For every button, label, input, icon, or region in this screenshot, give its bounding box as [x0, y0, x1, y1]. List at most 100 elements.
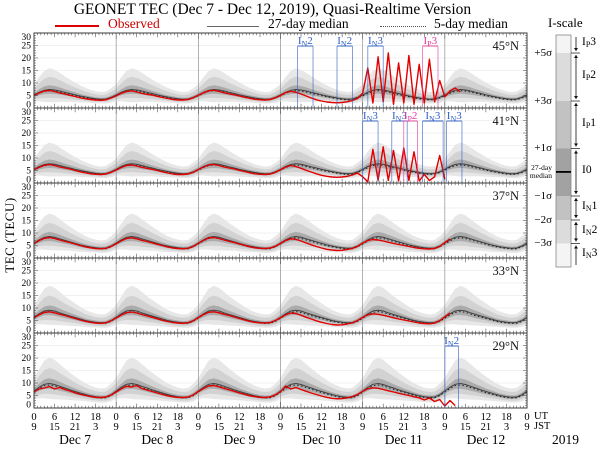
iscale-27day-median-label: 27-day median [529, 163, 552, 180]
annotation-label: IN2 [298, 35, 313, 49]
x-tick-label: 21 [316, 422, 327, 433]
iscale-region-label-I0: I0 [582, 164, 592, 177]
y-tick-label: 15 [22, 292, 32, 302]
x-tick-label: 15 [214, 422, 225, 433]
x-tick-label: 9 [360, 422, 365, 433]
y-tick-label: 5 [26, 317, 31, 327]
legend-27day-median-line-swatch [207, 26, 259, 27]
x-tick-label: 0 [31, 412, 36, 423]
observed-line [33, 146, 446, 183]
x-tick-label: 15 [378, 422, 389, 433]
x-tick-label: 9 [114, 422, 119, 433]
y-tick-label: 15 [22, 217, 32, 227]
iscale-sigma-label: +1σ [534, 142, 552, 154]
iscale-sigma-label: −2σ [534, 213, 552, 226]
x-tick-label: 12 [316, 412, 327, 423]
iscale-sigma-label: −1σ [534, 189, 552, 202]
iscale-segment [556, 35, 571, 53]
x-tick-label: 18 [501, 412, 512, 423]
x-tick-label: 6 [52, 412, 57, 423]
iscale-segment [556, 243, 571, 267]
iscale-bar-border [555, 34, 572, 268]
iscale-sigma-label: −3σ [534, 237, 552, 249]
annotation-IN3: IN3 [446, 110, 463, 182]
x-tick-label: 18 [255, 412, 266, 423]
latitude-label: 33°N [492, 264, 519, 278]
annotation-IP2: IP2 [403, 110, 418, 182]
iscale-region-label-IN1: IN1 [582, 200, 598, 213]
x-tick-label: 12 [399, 412, 410, 423]
iscale-segment [556, 220, 571, 244]
y-tick-label: 0 [26, 101, 31, 111]
iscale-region-label-IP1: IP1 [582, 116, 597, 130]
x-tick-label: 0 [442, 412, 447, 423]
x-tick-label: 3 [257, 422, 262, 433]
x-tick-label: Dec 10 [302, 432, 341, 447]
iscale-sigma-label: +5σ [534, 46, 552, 59]
annotation-label: IN3 [368, 35, 383, 49]
x-tick-label: 3 [504, 422, 509, 433]
x-tick-label: 9 [442, 422, 447, 433]
iscale-region-label-IN3: IN3 [582, 247, 598, 261]
y-tick-label: 5 [26, 167, 31, 177]
iscale-title: I-scale [548, 15, 583, 30]
y-tick-label: 10 [22, 154, 32, 164]
legend-observed-label: Observed [108, 16, 160, 31]
x-tick-label: 0 [196, 412, 201, 423]
legend-27day-median-label: 27-day median [268, 16, 349, 31]
y-tick-label: 5 [26, 92, 31, 102]
x-tick-label: 6 [134, 412, 139, 423]
iscale-segment [556, 101, 571, 149]
y-tick-label: 20 [22, 129, 32, 139]
y-tick-label: 15 [22, 367, 32, 377]
x-tick-label: 6 [463, 412, 468, 423]
y-tick-label: 0 [26, 176, 31, 186]
y-tick-label: 10 [22, 229, 32, 239]
x-tick-label: 15 [131, 422, 142, 433]
axis-ticks [33, 108, 528, 183]
x-tick-label: 12 [70, 412, 81, 423]
x-tick-label: 18 [337, 412, 348, 423]
legend-5day-median-label: 5-day median [434, 16, 508, 31]
annotation-IN2: IN2 [336, 35, 353, 107]
annotation-label: IP2 [404, 110, 418, 124]
axis-ticks [33, 258, 528, 333]
observed-line [33, 311, 451, 326]
legend-5day-median-line-swatch [380, 26, 426, 27]
x-tick-label: Dec 9 [223, 432, 255, 447]
iscale-region-label-IP3: IP3 [582, 36, 597, 49]
x-tick-label: 3 [175, 422, 180, 433]
x-tick-label: Dec 7 [59, 432, 91, 447]
x-tick-label: 18 [419, 412, 430, 423]
annotation-IN3: IN3 [362, 110, 379, 182]
y-tick-label: 25 [22, 42, 32, 52]
x-tick-label: 15 [460, 422, 471, 433]
page-title: GEONET TEC (Dec 7 - Dec 12, 2019), Quasi… [73, 1, 472, 18]
latitude-label: 37°N [492, 189, 519, 203]
y-tick-label: 5 [26, 242, 31, 252]
x-tick-label: 3 [93, 422, 98, 433]
x-axis-ut-unit: UT [534, 411, 548, 422]
x-tick-label: 21 [481, 422, 492, 433]
axis-ticks [33, 183, 528, 258]
x-tick-label: 0 [278, 412, 283, 423]
y-tick-label: 20 [22, 279, 32, 289]
x-tick-label: 0 [524, 412, 529, 423]
y-tick-label: 30 [22, 183, 32, 193]
x-tick-label: 15 [296, 422, 307, 433]
x-tick-label: 21 [234, 422, 245, 433]
y-tick-label: 0 [26, 401, 31, 411]
x-tick-label: 3 [422, 422, 427, 433]
x-tick-label: 6 [381, 412, 386, 423]
y-tick-label: 25 [22, 267, 32, 277]
annotation-IN3: IN3 [391, 110, 408, 182]
y-tick-label: 25 [22, 342, 32, 352]
annotation-IP3: IP3 [422, 35, 439, 107]
y-tick-label: 30 [22, 33, 32, 43]
y-tick-label: 25 [22, 192, 32, 202]
